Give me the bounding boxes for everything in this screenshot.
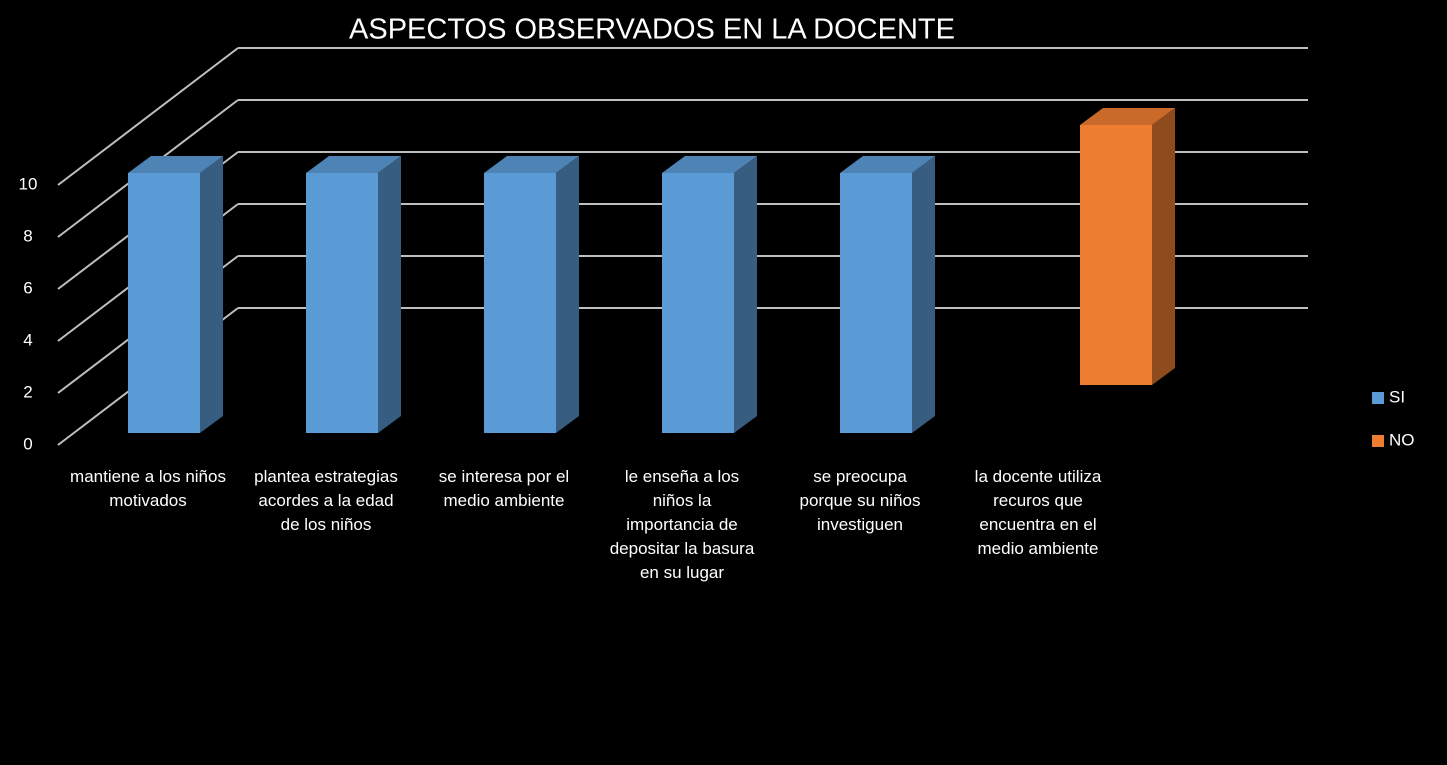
legend-label: SI bbox=[1389, 387, 1405, 406]
y-tick-label: 6 bbox=[23, 278, 32, 297]
y-tick-label: 0 bbox=[23, 434, 32, 453]
bar-side bbox=[734, 156, 757, 433]
chart-title: ASPECTOS OBSERVADOS EN LA DOCENTE bbox=[349, 14, 955, 46]
bar-side bbox=[1152, 108, 1175, 385]
bar bbox=[840, 156, 935, 433]
bar bbox=[128, 156, 223, 433]
bar-top bbox=[1080, 108, 1175, 125]
x-tick-label: la docente utiliza recuros que encuentra… bbox=[974, 467, 1102, 558]
bar-front bbox=[1080, 125, 1152, 385]
x-tick-label: plantea estrategias acordes a la edad de… bbox=[254, 467, 398, 534]
bar-front bbox=[306, 173, 378, 433]
bar-side bbox=[556, 156, 579, 433]
bar-front bbox=[128, 173, 200, 433]
y-tick-label: 2 bbox=[23, 382, 32, 401]
legend-swatch bbox=[1372, 392, 1384, 404]
bar bbox=[306, 156, 401, 433]
bar-top bbox=[128, 156, 223, 173]
y-tick-label: 8 bbox=[23, 226, 32, 245]
bar-front bbox=[840, 173, 912, 433]
bar-front bbox=[484, 173, 556, 433]
bar-side bbox=[912, 156, 935, 433]
x-tick-label: mantiene a los niños motivados bbox=[70, 467, 226, 510]
legend-swatch bbox=[1372, 435, 1384, 447]
bar-top bbox=[484, 156, 579, 173]
bar bbox=[662, 156, 757, 433]
bar-side bbox=[200, 156, 223, 433]
bar-top bbox=[662, 156, 757, 173]
bar bbox=[484, 156, 579, 433]
grid-line bbox=[57, 47, 239, 186]
y-tick-label: 10 bbox=[19, 174, 38, 193]
x-tick-label: se preocupa porque su niños investiguen bbox=[799, 467, 921, 534]
bar-front bbox=[662, 173, 734, 433]
y-tick-label: 4 bbox=[23, 330, 32, 349]
x-tick-label: se interesa por el medio ambiente bbox=[438, 467, 570, 510]
legend-label: NO bbox=[1389, 430, 1415, 449]
x-tick-label: le enseña a los niños la importancia de … bbox=[609, 467, 755, 582]
bar-side bbox=[378, 156, 401, 433]
bar-top bbox=[306, 156, 401, 173]
bar-top bbox=[840, 156, 935, 173]
bar bbox=[1080, 108, 1175, 385]
